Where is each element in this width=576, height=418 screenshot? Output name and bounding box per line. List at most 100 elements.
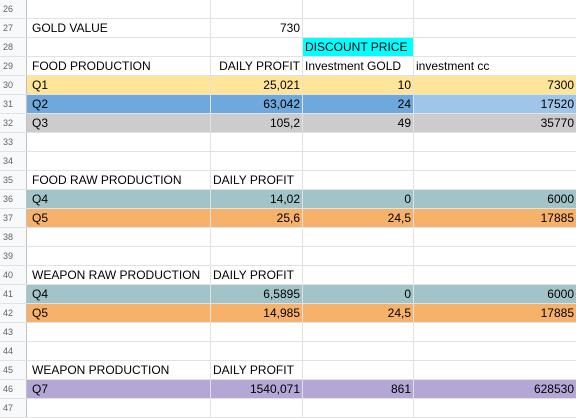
row-header[interactable]: 38 xyxy=(0,228,27,246)
quality-cell[interactable]: Q7 xyxy=(27,380,211,398)
investment-gold-cell[interactable]: 49 xyxy=(303,114,414,132)
discount-price-header[interactable]: DISCOUNT PRICE xyxy=(303,38,414,56)
cell[interactable] xyxy=(27,38,211,56)
daily-profit-cell[interactable]: 1540,071 xyxy=(211,380,303,398)
column-header-daily-profit[interactable]: DAILY PROFIT xyxy=(211,266,303,284)
cell[interactable] xyxy=(414,19,576,37)
row-header[interactable]: 31 xyxy=(0,95,27,113)
column-header-investment-cc[interactable]: investment cc xyxy=(416,59,490,73)
investment-gold-cell[interactable]: 0 xyxy=(303,190,414,208)
cell[interactable] xyxy=(414,247,576,265)
investment-cc-cell[interactable]: 628530 xyxy=(414,380,576,398)
row-header[interactable]: 47 xyxy=(0,399,27,417)
investment-cc-cell[interactable]: 17520 xyxy=(414,95,576,113)
daily-profit-cell[interactable]: 14,985 xyxy=(211,304,303,322)
cell[interactable] xyxy=(211,0,303,18)
cell[interactable] xyxy=(303,399,414,417)
cell[interactable] xyxy=(211,399,303,417)
row-header[interactable]: 46 xyxy=(0,380,27,398)
section-title[interactable]: WEAPON PRODUCTION xyxy=(27,361,211,379)
quality-cell[interactable]: Q1 xyxy=(27,76,211,94)
investment-gold-cell[interactable]: 24,5 xyxy=(303,304,414,322)
cell[interactable] xyxy=(303,323,414,341)
investment-gold-cell[interactable]: 861 xyxy=(303,380,414,398)
section-title[interactable]: WEAPON RAW PRODUCTION xyxy=(27,266,211,284)
quality-cell[interactable]: Q5 xyxy=(27,304,211,322)
section-title[interactable]: FOOD RAW PRODUCTION xyxy=(27,171,211,189)
column-header-daily-profit[interactable]: DAILY PROFIT xyxy=(211,361,303,379)
cell[interactable] xyxy=(211,152,303,170)
cell[interactable] xyxy=(303,247,414,265)
investment-cc-cell[interactable]: 6000 xyxy=(414,190,576,208)
daily-profit-cell[interactable]: 25,021 xyxy=(211,76,303,94)
row-header[interactable]: 44 xyxy=(0,342,27,360)
cell[interactable] xyxy=(211,38,303,56)
cell[interactable] xyxy=(211,247,303,265)
cell[interactable] xyxy=(303,0,414,18)
row-header[interactable]: 39 xyxy=(0,247,27,265)
column-header-daily-profit[interactable]: DAILY PROFIT xyxy=(211,171,303,189)
cell[interactable] xyxy=(27,342,211,360)
column-header-investment-gold[interactable]: Investment GOLD xyxy=(303,57,414,75)
cell[interactable] xyxy=(303,171,414,189)
cell[interactable] xyxy=(414,399,576,417)
row-header[interactable]: 40 xyxy=(0,266,27,284)
cell[interactable] xyxy=(414,133,576,151)
quality-cell[interactable]: Q4 xyxy=(27,285,211,303)
investment-cc-cell[interactable]: 17885 xyxy=(414,209,576,227)
gold-value-label[interactable]: GOLD VALUE xyxy=(27,19,211,37)
row-header[interactable]: 42 xyxy=(0,304,27,322)
cell[interactable] xyxy=(303,133,414,151)
quality-cell[interactable]: Q5 xyxy=(27,209,211,227)
daily-profit-cell[interactable]: 6,5895 xyxy=(211,285,303,303)
cell[interactable] xyxy=(414,38,576,56)
cell[interactable] xyxy=(27,247,211,265)
cell[interactable] xyxy=(27,228,211,246)
row-header[interactable]: 45 xyxy=(0,361,27,379)
row-header[interactable]: 30 xyxy=(0,76,27,94)
cell[interactable] xyxy=(303,152,414,170)
cell[interactable] xyxy=(303,228,414,246)
cell[interactable] xyxy=(414,228,576,246)
cell[interactable] xyxy=(414,0,576,18)
daily-profit-cell[interactable]: 105,2 xyxy=(211,114,303,132)
row-header[interactable]: 36 xyxy=(0,190,27,208)
quality-cell[interactable]: Q3 xyxy=(27,114,211,132)
cell[interactable] xyxy=(303,361,414,379)
investment-cc-cell[interactable]: 35770 xyxy=(414,114,576,132)
row-header[interactable]: 37 xyxy=(0,209,27,227)
cell[interactable] xyxy=(211,228,303,246)
row-header[interactable]: 43 xyxy=(0,323,27,341)
cell[interactable] xyxy=(414,323,576,341)
daily-profit-cell[interactable]: 25,6 xyxy=(211,209,303,227)
row-header[interactable]: 28 xyxy=(0,38,27,56)
daily-profit-cell[interactable]: 63,042 xyxy=(211,95,303,113)
quality-cell[interactable]: Q4 xyxy=(27,190,211,208)
cell[interactable] xyxy=(303,342,414,360)
gold-value-cell[interactable]: 730 xyxy=(211,19,303,37)
row-header[interactable]: 34 xyxy=(0,152,27,170)
quality-cell[interactable]: Q2 xyxy=(27,95,211,113)
row-header[interactable]: 41 xyxy=(0,285,27,303)
daily-profit-cell[interactable]: 14,02 xyxy=(211,190,303,208)
cell[interactable] xyxy=(27,323,211,341)
row-header[interactable]: 26 xyxy=(0,0,27,18)
cell[interactable] xyxy=(414,152,576,170)
cell[interactable] xyxy=(414,342,576,360)
investment-gold-cell[interactable]: 24 xyxy=(303,95,414,113)
column-header-daily-profit[interactable]: DAILY PROFIT xyxy=(211,57,303,75)
row-header[interactable]: 27 xyxy=(0,19,27,37)
cell[interactable] xyxy=(414,361,576,379)
investment-cc-cell[interactable]: 17885 xyxy=(414,304,576,322)
cell[interactable] xyxy=(211,323,303,341)
cell[interactable] xyxy=(414,266,576,284)
cell[interactable] xyxy=(27,133,211,151)
row-header[interactable]: 33 xyxy=(0,133,27,151)
row-header[interactable]: 29 xyxy=(0,57,27,75)
investment-cc-cell[interactable]: 7300 xyxy=(414,76,576,94)
section-title[interactable]: FOOD PRODUCTION xyxy=(27,57,211,75)
investment-gold-cell[interactable]: 0 xyxy=(303,285,414,303)
row-header[interactable]: 35 xyxy=(0,171,27,189)
cell[interactable] xyxy=(211,342,303,360)
cell[interactable] xyxy=(414,171,576,189)
